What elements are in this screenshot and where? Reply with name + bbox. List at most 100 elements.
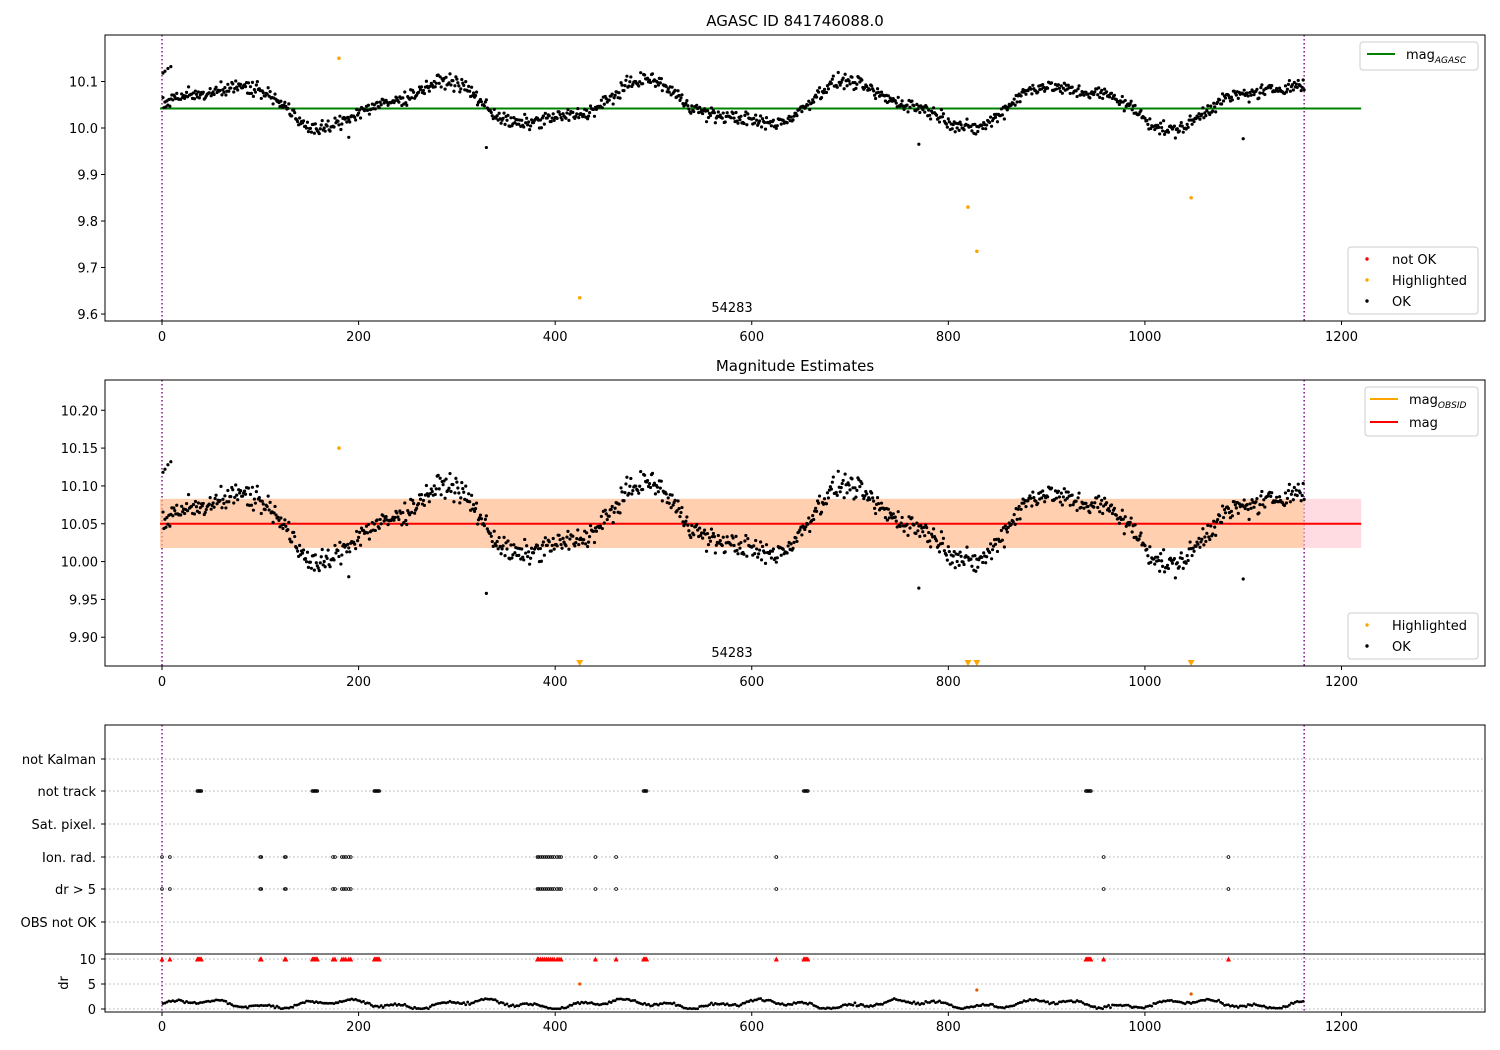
ok-point: [287, 102, 291, 106]
ok-point: [328, 565, 332, 569]
dr-point: [1225, 1003, 1228, 1007]
dr-point: [704, 1004, 707, 1008]
ok-point: [937, 550, 942, 554]
ok-point: [1289, 492, 1293, 496]
ok-point: [511, 553, 515, 557]
ok-point: [610, 92, 614, 96]
ok-point: [232, 90, 236, 94]
ok-point: [1257, 511, 1261, 515]
ok-point: [612, 96, 616, 100]
ok-point: [422, 91, 427, 96]
ok-point: [165, 515, 169, 520]
ok-point: [1009, 522, 1013, 526]
ok-point: [725, 111, 729, 115]
ok-point: [1199, 540, 1203, 544]
ok-point: [468, 89, 472, 93]
flag-marker: [540, 855, 545, 859]
dr-clipped-marker: [1225, 956, 1231, 962]
ok-point: [1236, 511, 1240, 515]
ok-point: [868, 88, 872, 92]
dr-clipped-marker: [283, 956, 289, 962]
ok-point: [993, 115, 998, 119]
ok-point: [323, 129, 327, 133]
ok-point: [769, 556, 774, 560]
dr-point: [1079, 1000, 1083, 1003]
flag-marker: [342, 855, 346, 859]
dr-point: [346, 998, 350, 1002]
ok-point: [685, 99, 689, 103]
ok-point: [484, 145, 488, 150]
dr-point: [1183, 1002, 1187, 1006]
x-tick-label: 800: [936, 1020, 961, 1035]
ok-point: [760, 544, 765, 549]
dr-point: [1250, 1004, 1254, 1007]
dr-point: [1091, 1005, 1095, 1009]
ok-point: [467, 84, 471, 88]
ok-point: [494, 544, 498, 548]
ok-point: [555, 544, 559, 548]
ok-point: [284, 524, 288, 528]
ok-point: [219, 80, 223, 84]
plot-frame: [104, 34, 1486, 322]
dr-point: [621, 998, 625, 1001]
ok-point: [279, 516, 283, 520]
y-tick-label: 9.9: [77, 169, 98, 184]
dr-point: [1291, 1002, 1295, 1005]
ok-point: [667, 501, 671, 505]
ok-point: [758, 548, 762, 552]
ok-point: [526, 123, 530, 127]
ok-point: [1122, 109, 1126, 113]
ok-point: [1032, 496, 1036, 500]
dr-point: [712, 1003, 715, 1007]
ok-point: [1086, 92, 1090, 96]
ok-point: [1185, 554, 1189, 558]
ok-point: [1168, 556, 1173, 560]
y-tick-label: 10.05: [61, 518, 98, 533]
ok-point: [298, 116, 302, 120]
ok-point: [452, 89, 456, 93]
ok-point: [1198, 545, 1202, 549]
ok-point: [907, 515, 911, 519]
y-tick-label: 10.00: [61, 556, 98, 571]
ok-point: [806, 103, 810, 107]
ok-point: [1234, 93, 1238, 97]
ok-point: [1275, 86, 1279, 91]
dr-clipped-marker: [376, 956, 382, 962]
ok-point: [1288, 89, 1292, 93]
ok-point: [312, 131, 316, 135]
ok-point: [541, 114, 545, 118]
ok-point: [1206, 523, 1210, 528]
ok-point: [1082, 506, 1086, 510]
ok-point: [759, 114, 763, 118]
ok-point: [478, 513, 483, 517]
ok-point: [898, 524, 902, 529]
ok-point: [931, 106, 936, 110]
ok-point: [1082, 93, 1086, 97]
ok-point: [896, 510, 900, 514]
ok-point: [214, 493, 218, 497]
plot-frame: [104, 379, 1486, 667]
ok-point: [347, 575, 351, 579]
ok-point: [542, 553, 546, 557]
ok-point: [713, 551, 717, 555]
ok-point: [1250, 498, 1254, 502]
ok-point: [1056, 489, 1061, 493]
ok-point: [885, 518, 889, 522]
ok-point: [1090, 501, 1094, 505]
ok-point: [254, 490, 258, 494]
ok-point: [1075, 94, 1079, 99]
ok-point: [372, 103, 376, 107]
dr-point: [322, 1001, 326, 1005]
ok-point: [227, 89, 231, 93]
ok-point: [1216, 517, 1220, 522]
ok-point: [1197, 112, 1201, 116]
legend-marker: [1365, 257, 1369, 261]
ok-point: [1180, 556, 1184, 561]
ok-point: [1065, 496, 1069, 500]
ok-point: [439, 85, 443, 89]
ok-point: [816, 501, 821, 505]
ok-point: [1019, 507, 1023, 511]
ok-point: [332, 558, 336, 562]
ok-point: [451, 482, 455, 487]
ok-point: [1054, 496, 1059, 500]
